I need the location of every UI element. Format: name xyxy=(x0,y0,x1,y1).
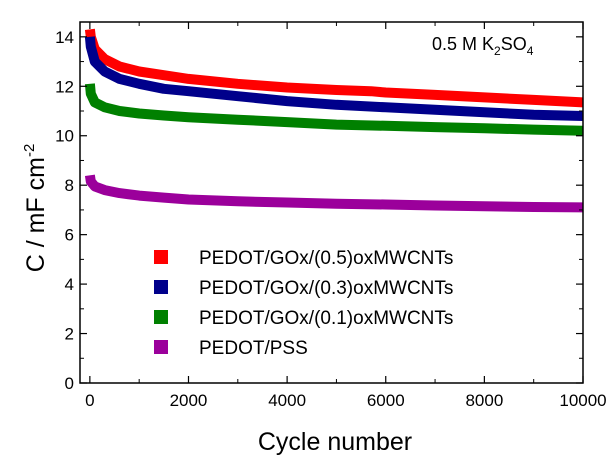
series-line-2 xyxy=(84,83,584,136)
legend-label-1: PEDOT/GOx/(0.3)oxMWCNTs xyxy=(199,278,453,299)
series-layer xyxy=(84,28,584,213)
series-line-1 xyxy=(84,36,584,121)
legend-swatch-0 xyxy=(154,250,168,264)
legend-swatch-1 xyxy=(154,280,168,294)
legend-label-3: PEDOT/PSS xyxy=(199,338,308,359)
y-tick-label-1: 2 xyxy=(65,325,74,344)
x-tick-label-2: 4000 xyxy=(268,391,306,410)
legend-label-2: PEDOT/GOx/(0.1)oxMWCNTs xyxy=(199,308,453,329)
y-tick-label-0: 0 xyxy=(65,374,74,393)
y-tick-label-4: 8 xyxy=(65,176,74,195)
legend: PEDOT/GOx/(0.5)oxMWCNTs PEDOT/GOx/(0.3)ox… xyxy=(154,248,453,359)
y-axis-title: C / mF cm-2 xyxy=(21,144,50,273)
legend-swatch-2 xyxy=(154,310,168,324)
y-tick-label-2: 4 xyxy=(65,275,74,294)
annotation: 0.5 M K2SO4 xyxy=(432,34,534,58)
x-tick-label-4: 8000 xyxy=(465,391,503,410)
y-tick-label-3: 6 xyxy=(65,226,74,245)
y-tick-label-6: 12 xyxy=(55,77,74,96)
series-line-0 xyxy=(84,28,584,108)
plot-frame xyxy=(79,21,584,384)
series-line-3 xyxy=(84,174,584,213)
x-tick-label-3: 6000 xyxy=(367,391,405,410)
x-tick-label-5: 10000 xyxy=(559,391,606,410)
y-tick-label-5: 10 xyxy=(55,127,74,146)
x-tick-label-0: 0 xyxy=(85,391,94,410)
legend-label-0: PEDOT/GOx/(0.5)oxMWCNTs xyxy=(199,248,453,269)
y-tick-label-7: 14 xyxy=(55,28,74,47)
ticks-layer: 0 2000 4000 6000 8000 10000 0 2 4 6 8 10 12 14 xyxy=(55,22,607,410)
x-tick-label-1: 2000 xyxy=(170,391,208,410)
legend-swatch-3 xyxy=(154,340,168,354)
x-axis-title: Cycle number xyxy=(258,428,412,456)
